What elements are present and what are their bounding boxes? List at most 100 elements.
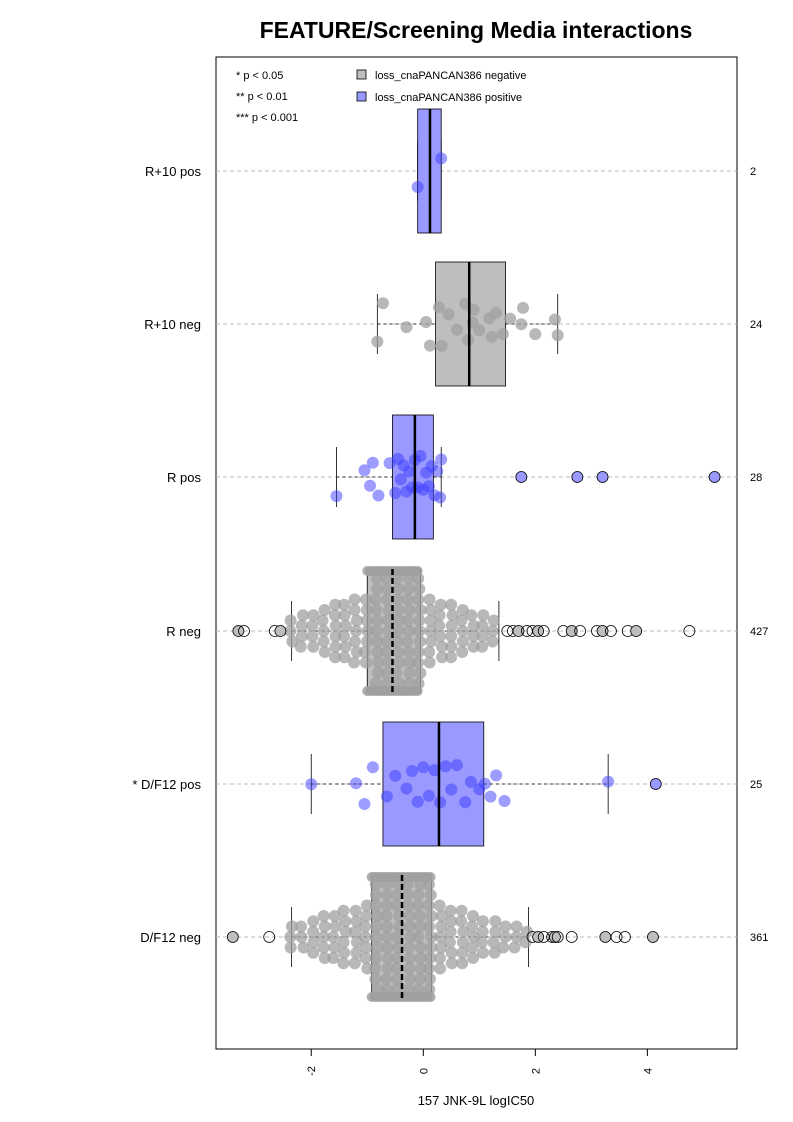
data-points <box>411 152 448 194</box>
data-point <box>404 973 417 985</box>
data-point <box>318 952 331 964</box>
data-point <box>423 973 436 985</box>
data-point <box>424 952 437 964</box>
data-point <box>329 630 342 643</box>
y-axis-labels: R+10 pos R+10 neg R pos R neg * D/F12 pos D/F… <box>132 164 201 945</box>
data-point <box>445 598 458 611</box>
data-point <box>459 796 472 809</box>
data-point <box>445 915 458 928</box>
data-point <box>484 790 497 803</box>
data-point <box>380 790 393 803</box>
data-point <box>307 640 320 653</box>
data-point <box>499 920 512 933</box>
outlier-point <box>565 931 578 943</box>
outlier-point <box>610 931 623 943</box>
data-point <box>477 609 490 622</box>
data-point <box>434 598 447 611</box>
data-point <box>380 635 393 648</box>
data-point <box>370 625 383 637</box>
data-point <box>456 936 469 949</box>
data-point <box>425 910 438 922</box>
outlier-point <box>565 625 578 637</box>
data-point <box>348 604 361 616</box>
data-point <box>350 614 363 627</box>
data-point <box>389 769 402 782</box>
outlier-point <box>649 778 662 790</box>
data-point <box>369 593 382 606</box>
data-point <box>445 946 458 959</box>
data-point <box>338 609 351 622</box>
data-point <box>456 957 469 970</box>
outlier-point <box>549 931 561 943</box>
data-point <box>414 910 427 922</box>
data-point <box>329 920 342 933</box>
data-point <box>490 769 503 782</box>
data-point <box>372 941 385 954</box>
data-point <box>435 339 448 352</box>
data-point <box>284 625 297 637</box>
data-point <box>403 920 416 933</box>
data-point <box>306 619 319 632</box>
data-point <box>305 778 318 791</box>
data-point <box>413 583 426 595</box>
outliers <box>515 471 721 483</box>
data-point <box>520 925 533 938</box>
data-point <box>455 614 468 627</box>
data-point <box>349 904 362 917</box>
data-point <box>380 899 393 912</box>
data-point <box>360 614 373 627</box>
data-point <box>358 464 371 477</box>
data-point <box>394 473 407 486</box>
data-point <box>329 598 342 611</box>
data-point <box>445 619 458 632</box>
data-point <box>400 321 413 334</box>
data-point <box>435 453 448 466</box>
group-count: 2 <box>750 166 756 178</box>
data-point <box>318 604 331 616</box>
data-point <box>318 646 331 658</box>
data-point <box>371 583 384 595</box>
data-point <box>466 941 479 954</box>
data-point <box>414 635 427 648</box>
data-point <box>498 795 511 808</box>
data-point <box>489 915 502 928</box>
group-count: 25 <box>750 779 762 791</box>
data-point <box>403 952 416 964</box>
data-point <box>316 614 329 627</box>
data-point <box>424 625 437 637</box>
data-point <box>508 941 521 954</box>
data-point <box>414 667 427 679</box>
data-point <box>476 925 489 938</box>
data-point <box>338 946 351 959</box>
data-point <box>434 962 447 975</box>
data-point <box>435 941 448 954</box>
data-point <box>450 759 463 772</box>
outlier-point <box>599 931 612 943</box>
chart-title: FEATURE/Screening Media interactions <box>260 17 693 43</box>
data-point <box>339 619 352 632</box>
group-label: R neg <box>166 624 201 639</box>
data-point <box>369 952 382 964</box>
x-tick-label: 0 <box>418 1068 430 1074</box>
data-point <box>510 931 523 943</box>
data-point <box>401 899 414 912</box>
data-point <box>337 957 350 970</box>
outlier-point <box>226 931 239 943</box>
data-point <box>339 925 352 938</box>
data-point <box>467 910 480 922</box>
data-point <box>487 936 500 949</box>
data-point <box>307 915 320 928</box>
data-point <box>425 635 438 648</box>
legend-label: loss_cnaPANCAN386 positive <box>375 92 522 104</box>
data-point <box>317 625 330 637</box>
data-point <box>317 941 330 954</box>
data-point <box>504 312 517 325</box>
data-point <box>420 315 433 328</box>
data-point <box>551 329 564 342</box>
data-point <box>370 604 383 616</box>
data-point <box>358 646 371 658</box>
outlier-point <box>596 471 609 483</box>
significance-legend-entry: * p < 0.05 <box>236 70 283 82</box>
data-point <box>348 656 361 669</box>
data-point <box>428 764 441 777</box>
